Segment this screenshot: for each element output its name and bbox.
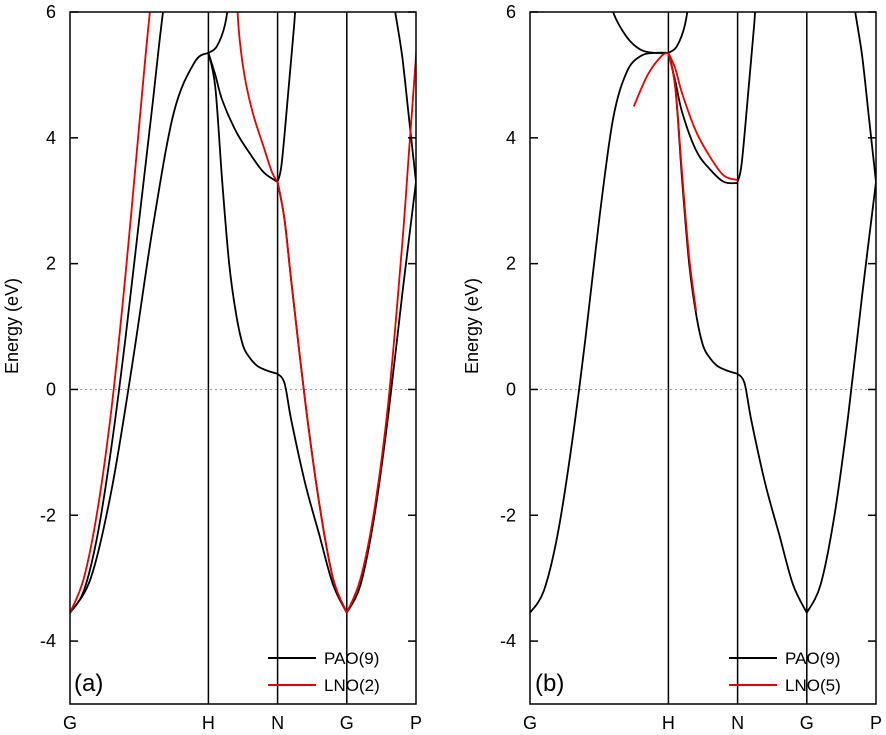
band-line-pao [612, 12, 669, 55]
legend-label-lno: LNO(2) [324, 676, 380, 695]
y-tick-label: 0 [506, 379, 516, 399]
legend-label-pao: PAO(9) [785, 649, 840, 668]
axes-box [69, 11, 417, 705]
y-tick-label: -2 [500, 505, 516, 525]
band-line-pao [276, 373, 348, 614]
band-line-pao [394, 12, 416, 182]
y-tick-label: 2 [506, 254, 516, 274]
band-line-lno [667, 52, 738, 181]
band-line-pao [345, 181, 416, 614]
x-tick-label: H [202, 713, 215, 733]
band-line-lno [70, 12, 151, 614]
y-tick-label: 2 [46, 254, 56, 274]
band-line-pao [207, 52, 278, 375]
band-line-pao [667, 12, 689, 54]
band-curves [70, 12, 416, 614]
band-line-pao [276, 12, 297, 183]
band-line-pao [530, 51, 669, 614]
x-tick-label: N [731, 713, 744, 733]
legend-label-pao: PAO(9) [324, 649, 379, 668]
plot-frame [69, 11, 417, 705]
panel-a: -4 -2 0 2 4 6 G H N G P Energy (eV) (a) PAO(9) LN… [2, 2, 422, 733]
high-symmetry-lines [667, 12, 808, 704]
legend: PAO(9) LNO(2) [268, 649, 380, 695]
legend: PAO(9) LNO(5) [729, 649, 841, 695]
y-axis-title: Energy (eV) [2, 278, 22, 374]
x-tick-label: G [63, 713, 77, 733]
y-tick-label: -4 [40, 631, 56, 651]
x-tick-label: N [271, 713, 284, 733]
x-tick-label: P [410, 713, 422, 733]
y-tick-label: 4 [506, 128, 516, 148]
panel-label: (b) [535, 670, 564, 697]
x-tick-label: P [870, 713, 882, 733]
y-tick-label: -4 [500, 631, 516, 651]
band-curves [530, 12, 876, 614]
band-line-lno [276, 181, 348, 614]
y-tick-label: 4 [46, 128, 56, 148]
panel-label: (a) [74, 670, 103, 697]
band-line-pao [70, 12, 164, 614]
y-tick-label: -2 [40, 505, 56, 525]
y-tick-label: 0 [46, 379, 56, 399]
band-line-pao [207, 52, 279, 183]
band-line-pao [805, 181, 876, 614]
legend-label-lno: LNO(5) [785, 676, 841, 695]
band-line-lno [632, 52, 669, 107]
x-tick-label: G [340, 713, 354, 733]
band-line-pao [736, 373, 808, 614]
band-line-pao [736, 12, 757, 183]
band-line-lno [667, 52, 697, 311]
x-tick-label: H [662, 713, 675, 733]
band-line-lno [236, 12, 279, 183]
y-axis: -4 -2 0 2 4 6 [500, 2, 876, 651]
y-tick-label: 6 [506, 2, 516, 22]
band-line-pao [854, 12, 876, 182]
y-tick-label: 6 [46, 2, 56, 22]
plot-frame [529, 11, 877, 705]
band-line-pao [70, 52, 209, 614]
x-tick-label: G [523, 713, 537, 733]
high-symmetry-lines [207, 12, 348, 704]
axes-box [529, 11, 877, 705]
y-axis-title: Energy (eV) [462, 278, 482, 374]
band-line-lno [345, 41, 416, 614]
band-line-pao [207, 12, 229, 54]
y-axis: -4 -2 0 2 4 6 [40, 2, 416, 651]
panel-b: -4 -2 0 2 4 6 G H N G P Energy (eV) (b) PAO(9) LN… [462, 2, 882, 733]
x-tick-label: G [800, 713, 814, 733]
